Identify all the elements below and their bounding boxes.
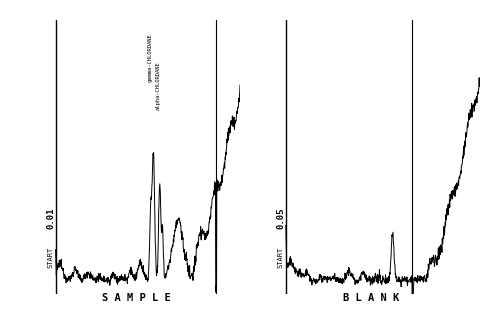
Text: gamma-CHLORDANE: gamma-CHLORDANE (148, 34, 153, 82)
Text: START: START (48, 246, 54, 268)
Text: alpha-CHLORDANE: alpha-CHLORDANE (156, 61, 160, 110)
Text: 0.05: 0.05 (276, 208, 285, 229)
Text: B L A N K: B L A N K (343, 293, 400, 303)
Text: S A M P L E: S A M P L E (102, 293, 171, 303)
Text: 0.01: 0.01 (46, 208, 56, 229)
Text: START: START (278, 246, 284, 268)
